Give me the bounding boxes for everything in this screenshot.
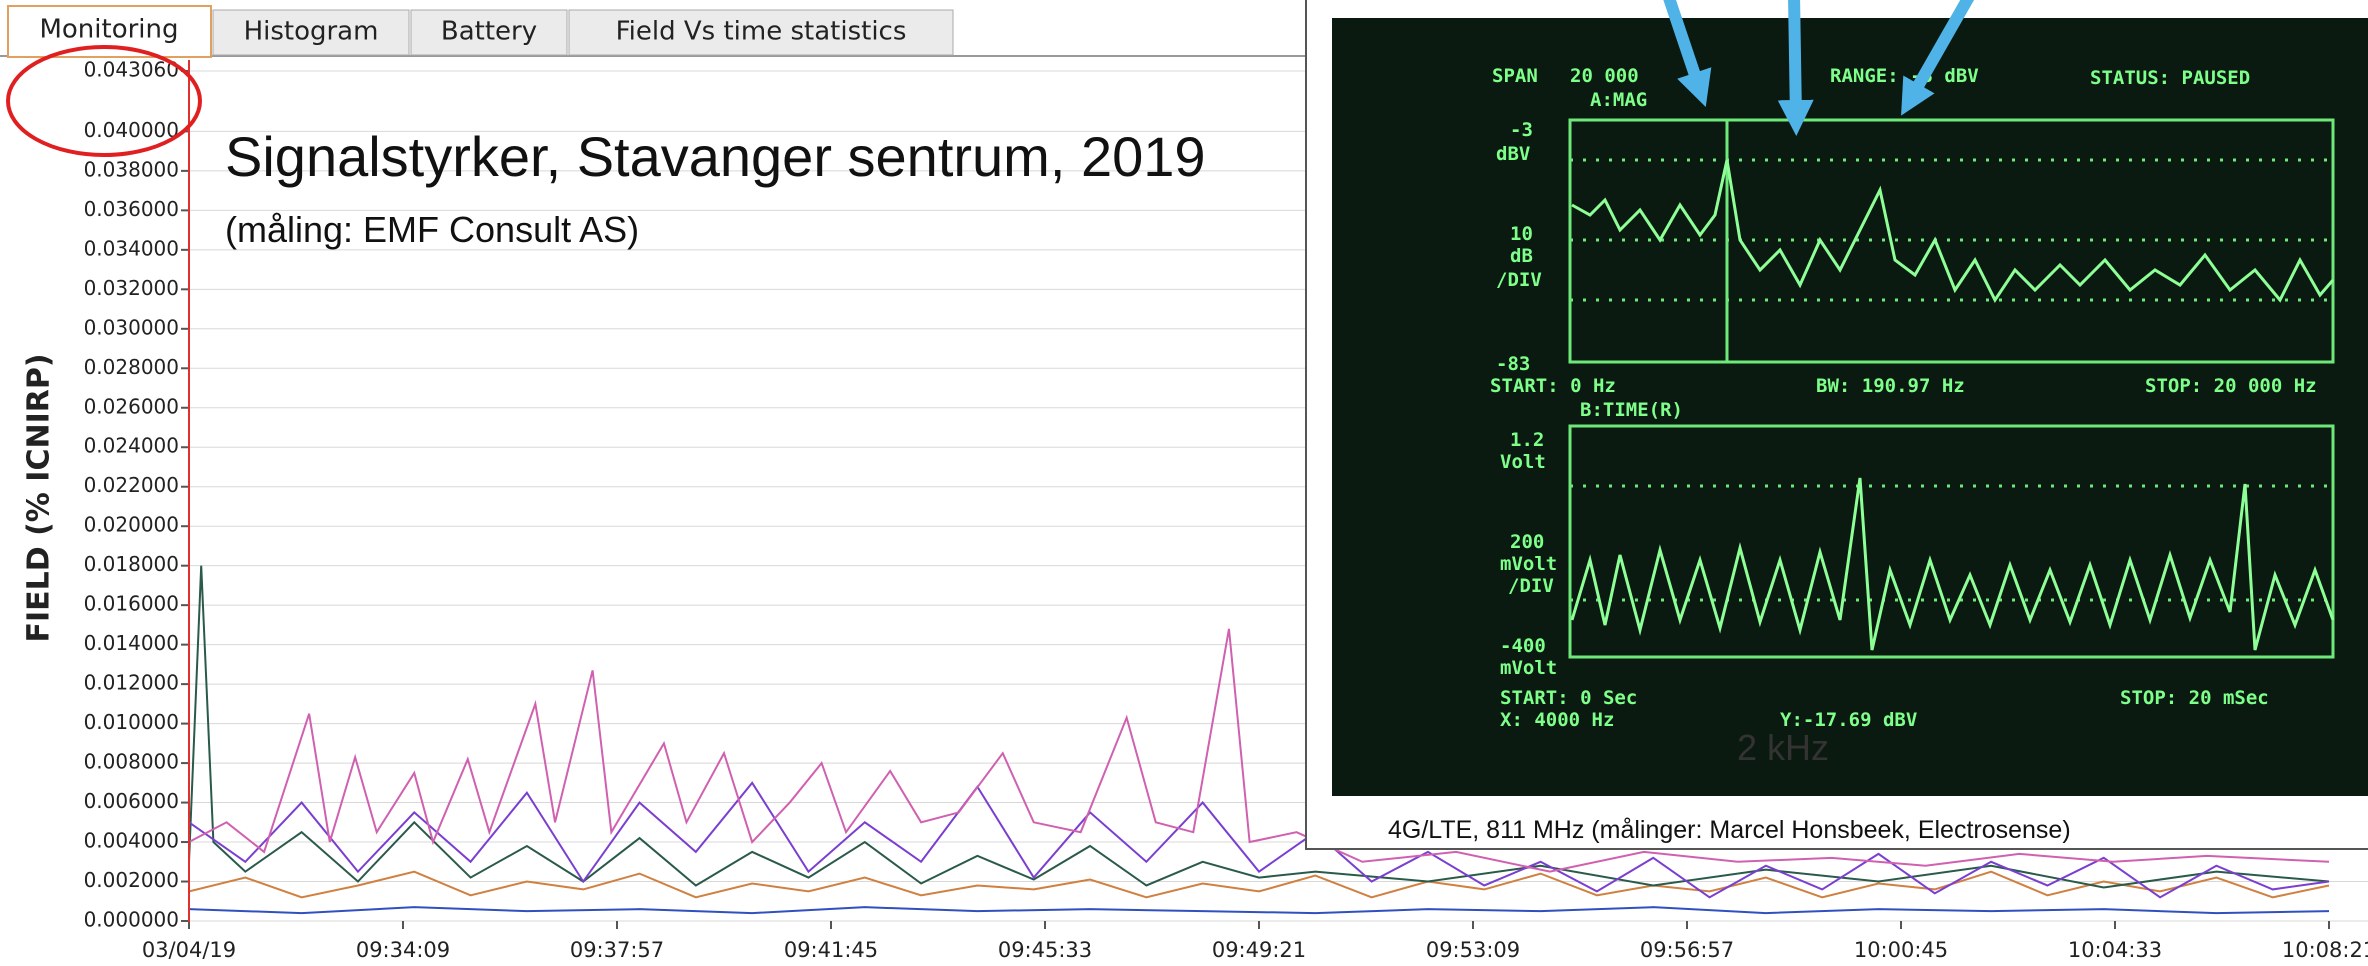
axes: 0.000000 0.002000 0.004000 0.006000 0.008000… [84,58,2368,963]
scope-label: dB [1510,245,1533,267]
arrows [1663,0,1975,136]
x-tick-label: 09:45:33 [998,938,1092,962]
scope-label: START: 0 Hz [1490,375,1616,397]
series-line [189,565,2330,889]
scope-label: 10 [1510,223,1533,245]
scope-label: RANGE: -3 dBV [1830,65,1979,87]
chart-subtitle: (måling: EMF Consult AS) [225,209,639,250]
tab-label[interactable]: Battery [441,17,537,47]
scope-label: 1.2 [1510,429,1544,451]
y-tick-label: 0.004000 [84,829,179,853]
y-tick-label: 0.002000 [84,868,179,892]
y-tick-label: 0.008000 [84,750,179,774]
scope-label: STOP: 20 mSec [2120,687,2269,709]
y-tick-label: 0.022000 [84,473,179,497]
scope-label: X: 4000 Hz [1500,709,1614,731]
y-tick-label: 0.016000 [84,592,179,616]
scope-label: mVolt [1500,553,1557,575]
scope-label: /DIV [1496,269,1542,291]
y-tick-label: 0.024000 [84,434,179,458]
x-tick-label: 09:34:09 [356,938,450,962]
scope-label: A:MAG [1590,89,1647,111]
y-tick-label: 0.006000 [84,789,179,813]
y-tick-label: 0.012000 [84,671,179,695]
y-tick-label: 0.040000 [84,118,179,142]
scope-photo [1332,18,2368,796]
y-tick-label: 0.030000 [84,315,179,339]
series-line [189,870,2330,899]
scope-label: dBV [1496,143,1530,165]
scope-label: Volt [1500,451,1546,473]
scope-label: 20 000 [1570,65,1639,87]
x-tick-label: 09:53:09 [1426,938,1520,962]
series-line [189,781,2330,899]
inset: SPAN 20 000 A:MAG RANGE: -3 dBV STATUS: … [1305,0,2368,850]
y-tick-label: 0.043060 [84,58,179,82]
series-line [189,628,2330,873]
scope-label: BW: 190.97 Hz [1816,375,1965,397]
scope-label: -3 [1510,119,1533,141]
x-tick-label: 09:49:21 [1212,938,1306,962]
scope-label: -400 [1500,635,1546,657]
chart-title: Signalstyrker, Stavanger sentrum, 2019 [225,125,1206,188]
scope-label: START: 0 Sec [1500,687,1637,709]
tab[interactable] [568,9,954,56]
scope-label: B:TIME(R) [1580,399,1683,421]
y-tick-label: 0.036000 [84,197,179,221]
x-tick-label: 09:41:45 [784,938,878,962]
scope-label: SPAN [1492,65,1538,87]
inset-caption: 4G/LTE, 811 MHz (målinger: Marcel Honsbe… [1388,816,2071,844]
tab[interactable] [212,9,410,56]
y-tick-label: 0.014000 [84,631,179,655]
y-axis-label: FIELD (% ICNIRP) [22,353,57,642]
x-tick-label: 10:04:33 [2068,938,2162,962]
y-tick-label: 0.038000 [84,157,179,181]
tab-label[interactable]: Field Vs time statistics [616,17,907,47]
tab-label[interactable]: Histogram [244,17,379,47]
scope-label: STATUS: PAUSED [2090,67,2250,89]
scope-label: mVolt [1500,657,1557,679]
inset-note: 2 kHz [1737,727,1829,768]
y-tick-label: 0.020000 [84,513,179,537]
highlight-circle [6,45,202,157]
y-tick-label: 0.018000 [84,552,179,576]
y-tick-label: 0.026000 [84,394,179,418]
scope-label: /DIV [1508,575,1554,597]
y-tick-label: 0.034000 [84,236,179,260]
tab-bar: Monitoring Histogram Battery Field Vs ti… [0,5,2368,58]
y-tick-label: 0.032000 [84,276,179,300]
tab[interactable] [410,9,568,56]
x-tick-label: 03/04/19 [142,938,236,962]
plot [189,565,2330,915]
series-line [189,906,2330,915]
scope-label: STOP: 20 000 Hz [2145,375,2317,397]
x-tick-label: 09:37:57 [570,938,664,962]
spectrum-trace [1571,159,2335,303]
x-tick-label: 10:00:45 [1854,938,1948,962]
x-tick-label: 10:08:21 [2282,938,2368,962]
time-trace [1570,477,2335,651]
scope-label: -83 [1496,353,1530,375]
tab-label[interactable]: Monitoring [39,15,178,45]
scope-labels: SPAN 20 000 A:MAG RANGE: -3 dBV STATUS: … [1490,65,2317,731]
y-tick-label: 0.000000 [84,908,179,932]
scope-label: 200 [1510,531,1544,553]
scope-label: Y:-17.69 dBV [1780,709,1917,731]
x-tick-label: 09:56:57 [1640,938,1734,962]
y-tick-label: 0.028000 [84,355,179,379]
y-tick-label: 0.010000 [84,710,179,734]
